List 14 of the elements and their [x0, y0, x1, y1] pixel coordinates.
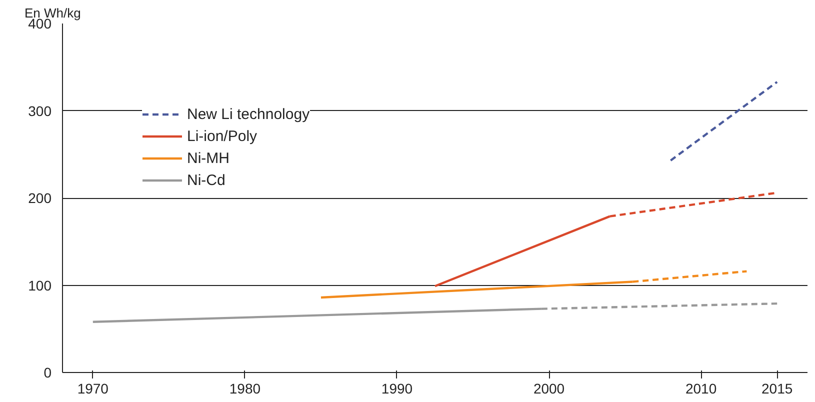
x-tick-label: 1980: [229, 380, 261, 396]
y-tick-label: 200: [28, 190, 52, 206]
legend-label: Ni-Cd: [187, 172, 226, 188]
x-tick-label: 1970: [77, 380, 109, 396]
x-tick-label: 2000: [533, 380, 565, 396]
y-tick-label: 0: [44, 364, 52, 380]
y-tick-label: 300: [28, 102, 52, 119]
legend-label: New Li technology: [187, 106, 310, 122]
x-tick-label: 2010: [686, 380, 717, 396]
y-tick-label: 100: [28, 277, 52, 294]
legend-label: Ni-MH: [187, 150, 230, 166]
x-tick-label: 1990: [381, 380, 413, 396]
x-tick-label: 2015: [762, 380, 793, 396]
legend-label: Li-ion/Poly: [187, 128, 258, 144]
